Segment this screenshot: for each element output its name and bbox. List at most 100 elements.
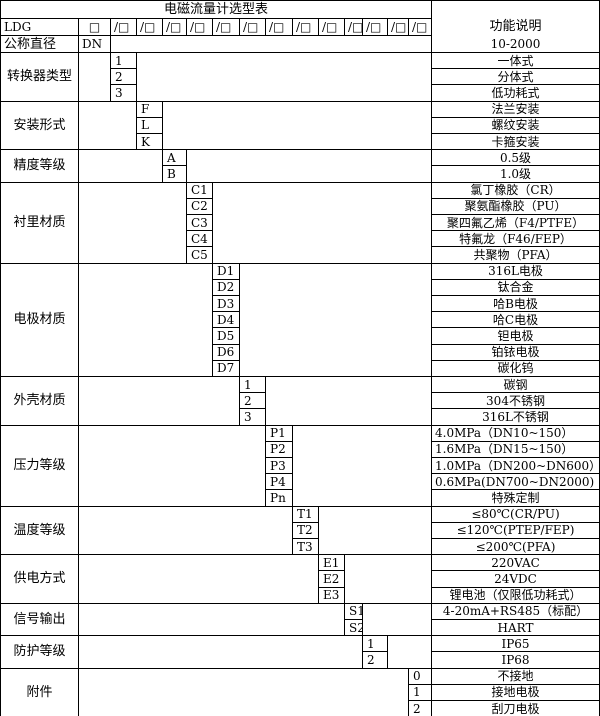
option-code: C5 [187,247,213,264]
option-desc: 卡箍安装 [432,134,600,151]
option-code: D5 [213,328,240,345]
option-desc: 特氟龙（F46/FEP） [432,231,600,248]
option-code: 2 [363,652,388,669]
option-code: 2 [111,69,137,86]
option-code: E1 [319,555,345,572]
option-desc: 氯丁橡胶（CR） [432,182,600,199]
model-first-box: □ [79,19,111,36]
option-desc: 4-20mA+RS485（标配） [432,603,600,620]
blank-cell [266,377,432,426]
model-slot: /□ [137,19,163,36]
option-code: D4 [213,312,240,329]
option-desc: ≤120℃(PTEP/FEP) [432,522,600,539]
option-desc: 一体式 [432,53,600,70]
option-code: C3 [187,215,213,232]
option-desc: 24VDC [432,571,600,588]
option-code: F [137,101,163,118]
option-code: S1 [345,603,363,620]
blank-cell [79,603,345,637]
section-label: 供电方式 [1,555,79,604]
option-desc: IP68 [432,652,600,669]
option-code: C2 [187,198,213,215]
nominal-label: 公称直径 [1,36,79,53]
option-code: L [137,117,163,134]
blank-cell [79,377,240,426]
option-desc: 特殊定制 [432,490,600,507]
option-code: D6 [213,344,240,361]
section-label: 温度等级 [1,506,79,556]
section-label: 附件 [1,668,79,716]
option-desc: ≤80℃(CR/PU) [432,506,600,523]
option-desc: 304不锈钢 [432,393,600,410]
option-code: S2 [345,620,363,637]
model-slot: /□ [345,19,363,36]
blank-cell [79,263,213,377]
option-desc: IP65 [432,636,600,653]
option-desc: 铂铱电极 [432,344,600,361]
option-desc: 钛合金 [432,279,600,296]
model-slot: /□ [111,19,137,36]
model-slot: /□ [293,19,319,36]
option-desc: 锂电池（仅限低功耗式） [432,587,600,604]
blank-cell [319,506,432,556]
blank-cell [163,101,432,151]
option-desc: 不接地 [432,668,600,685]
option-desc: 螺纹安装 [432,117,600,134]
blank-cell [79,150,163,183]
option-code: C4 [187,231,213,248]
option-desc: 钽电极 [432,328,600,345]
option-code: P4 [266,474,293,491]
option-desc: 哈B电极 [432,296,600,313]
section-label: 转换器类型 [1,53,79,102]
blank-cell [137,53,432,102]
option-code: D7 [213,360,240,377]
option-code: 1 [240,377,266,394]
blank-cell [79,636,363,669]
option-code: T2 [293,522,319,539]
option-code: D2 [213,279,240,296]
option-desc: 1.0级 [432,166,600,183]
option-code: 1 [363,636,388,653]
option-desc: 聚四氟乙烯（F4/PTFE） [432,215,600,232]
option-code: 3 [240,409,266,426]
option-code: K [137,134,163,151]
nominal-code: DN [79,36,111,53]
option-desc: 碳化钨 [432,360,600,377]
option-code: T3 [293,539,319,556]
option-code: A [163,150,187,167]
model-slot: /□ [187,19,213,36]
blank-cell [79,555,319,604]
section-label: 防护等级 [1,636,79,669]
option-desc: 接地电极 [432,684,600,701]
blank-cell [240,263,432,377]
blank-cell [388,636,432,669]
option-desc: 低功耗式 [432,85,600,102]
model-slot: /□ [363,19,388,36]
section-label: 衬里材质 [1,182,79,264]
option-desc: 220VAC [432,555,600,572]
option-desc: 1.6MPa（DN15~150） [432,441,600,458]
option-desc: HART [432,620,600,637]
blank-cell [363,603,432,637]
option-code: P1 [266,425,293,442]
blank-cell [187,150,432,183]
blank-cell [79,53,111,102]
option-desc: 法兰安装 [432,101,600,118]
blank-cell [79,506,293,556]
option-desc: 碳钢 [432,377,600,394]
option-code: B [163,166,187,183]
blank-cell [293,425,432,507]
option-code: 1 [409,684,432,701]
option-code: T1 [293,506,319,523]
option-desc: 0.6MPa(DN700~DN2000) [432,474,600,491]
option-desc: 共聚物（PFA） [432,247,600,264]
model-slot: /□ [319,19,345,36]
nominal-desc: 10-2000 [432,36,600,53]
section-label: 电极材质 [1,263,79,377]
option-desc: 316L不锈钢 [432,409,600,426]
option-desc: 316L电极 [432,263,600,280]
section-label: 精度等级 [1,150,79,183]
option-code: E2 [319,571,345,588]
option-desc: 刮刀电极 [432,701,600,716]
blank-cell [345,555,432,604]
